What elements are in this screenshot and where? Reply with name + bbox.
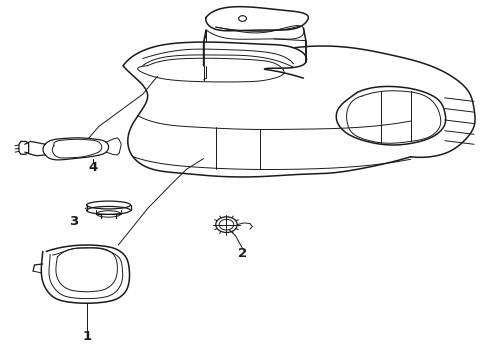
Text: 4: 4: [88, 161, 98, 174]
Text: 3: 3: [69, 215, 78, 228]
Text: 2: 2: [238, 247, 247, 260]
Text: 1: 1: [82, 330, 91, 343]
